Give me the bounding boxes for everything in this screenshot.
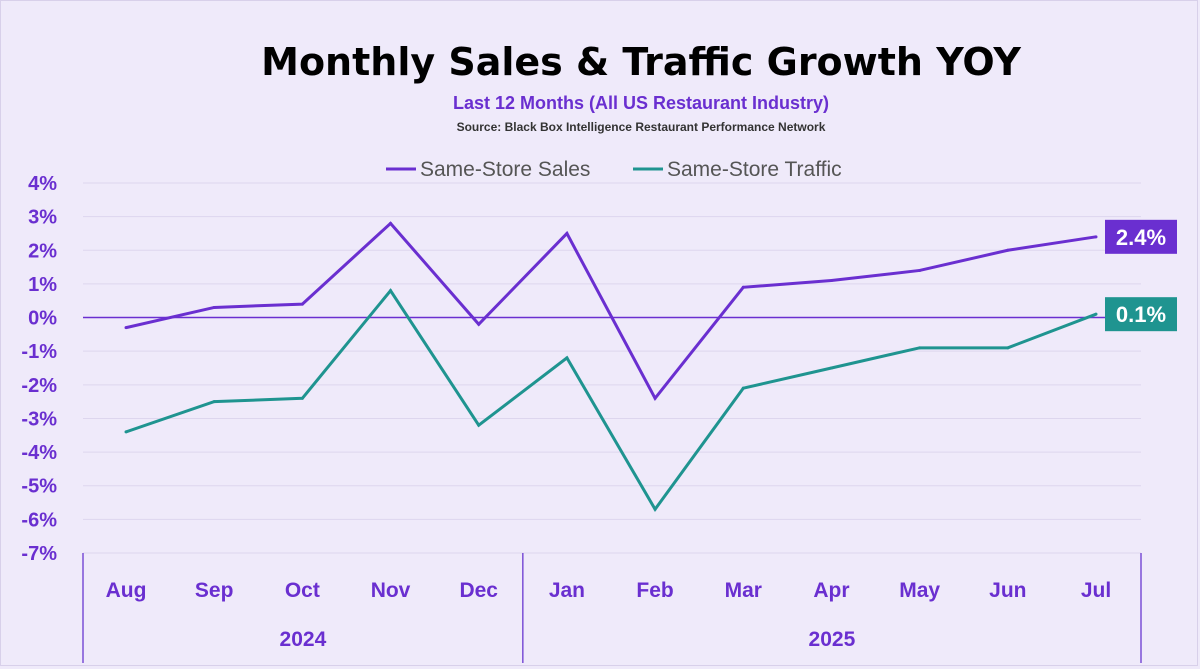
- series-line-traffic: [125, 288, 1097, 513]
- data-point: [741, 386, 745, 390]
- data-point: [212, 400, 216, 404]
- end-label: 0.1%: [1105, 297, 1177, 332]
- x-tick-label: Sep: [195, 579, 234, 602]
- data-point: [477, 322, 481, 326]
- data-point: [124, 430, 128, 434]
- data-point: [653, 396, 657, 400]
- series-line-sales: [125, 221, 1097, 401]
- data-point: [212, 305, 216, 309]
- end-label-text: 0.1%: [1116, 302, 1166, 327]
- x-tick-label: Feb: [636, 579, 673, 602]
- data-point: [741, 285, 745, 289]
- end-label-box: [1105, 219, 1177, 254]
- gridlines: [83, 182, 1141, 554]
- x-tick-label: Nov: [371, 579, 411, 602]
- data-point: [1094, 312, 1098, 316]
- x-tick-label: Dec: [459, 579, 498, 602]
- y-tick-label: 4%: [28, 173, 57, 195]
- y-tick-label: -4%: [21, 442, 57, 464]
- y-tick-label: -1%: [21, 341, 57, 363]
- chart-subtitle: Last 12 Months (All US Restaurant Indust…: [453, 93, 829, 113]
- data-point: [1094, 235, 1098, 239]
- y-tick-label: -2%: [21, 375, 57, 397]
- end-labels: 2.4% 0.1%: [1105, 219, 1177, 332]
- chart-source: Source: Black Box Intelligence Restauran…: [457, 120, 826, 134]
- x-tick-label: Oct: [285, 579, 320, 602]
- x-tick-label: Jul: [1081, 579, 1111, 602]
- y-tick-label: -7%: [21, 543, 57, 565]
- y-tick-label: 3%: [28, 207, 57, 229]
- y-tick-label: 2%: [28, 240, 57, 262]
- data-point: [389, 289, 393, 293]
- data-point: [389, 221, 393, 225]
- data-point: [477, 423, 481, 427]
- data-point: [565, 231, 569, 235]
- chart-title: Monthly Sales & Traffic Growth YOY: [261, 40, 1021, 84]
- data-point: [1006, 248, 1010, 252]
- y-axis: 4% 3% 2% 1% 0% -1% -2% -3% -4% -5% -6% -7%: [21, 173, 57, 565]
- x-tick-label: Mar: [725, 579, 762, 602]
- year-group-label: 2024: [280, 628, 327, 651]
- data-point: [300, 396, 304, 400]
- x-axis: Aug Sep Oct Nov Dec Jan Feb Mar Apr May Jun Jul 2024…: [82, 553, 1142, 663]
- y-tick-label: -6%: [21, 509, 57, 531]
- y-tick-label: 0%: [28, 308, 57, 330]
- data-point: [918, 268, 922, 272]
- end-label-text: 2.4%: [1116, 225, 1166, 250]
- end-label: 2.4%: [1105, 219, 1177, 254]
- data-point: [1006, 346, 1010, 350]
- legend-label: Same-Store Sales: [420, 158, 590, 181]
- y-tick-label: -5%: [21, 476, 57, 498]
- x-tick-label: Jun: [989, 579, 1026, 602]
- data-point: [124, 326, 128, 330]
- x-tick-label: May: [899, 579, 940, 602]
- x-tick-label: Apr: [813, 579, 849, 602]
- end-label-box: [1105, 297, 1177, 332]
- x-tick-label: Jan: [549, 579, 585, 602]
- data-point: [300, 302, 304, 306]
- y-tick-label: -3%: [21, 408, 57, 430]
- series-lines: [124, 221, 1098, 513]
- legend: Same-Store Sales Same-Store Traffic: [386, 158, 842, 181]
- x-tick-label: Aug: [106, 579, 147, 602]
- data-point: [565, 356, 569, 360]
- data-point: [829, 366, 833, 370]
- year-group-label: 2025: [809, 628, 856, 651]
- y-tick-label: 1%: [28, 274, 57, 296]
- data-point: [918, 346, 922, 350]
- data-point: [829, 279, 833, 283]
- data-point: [653, 507, 657, 511]
- legend-label: Same-Store Traffic: [667, 158, 842, 181]
